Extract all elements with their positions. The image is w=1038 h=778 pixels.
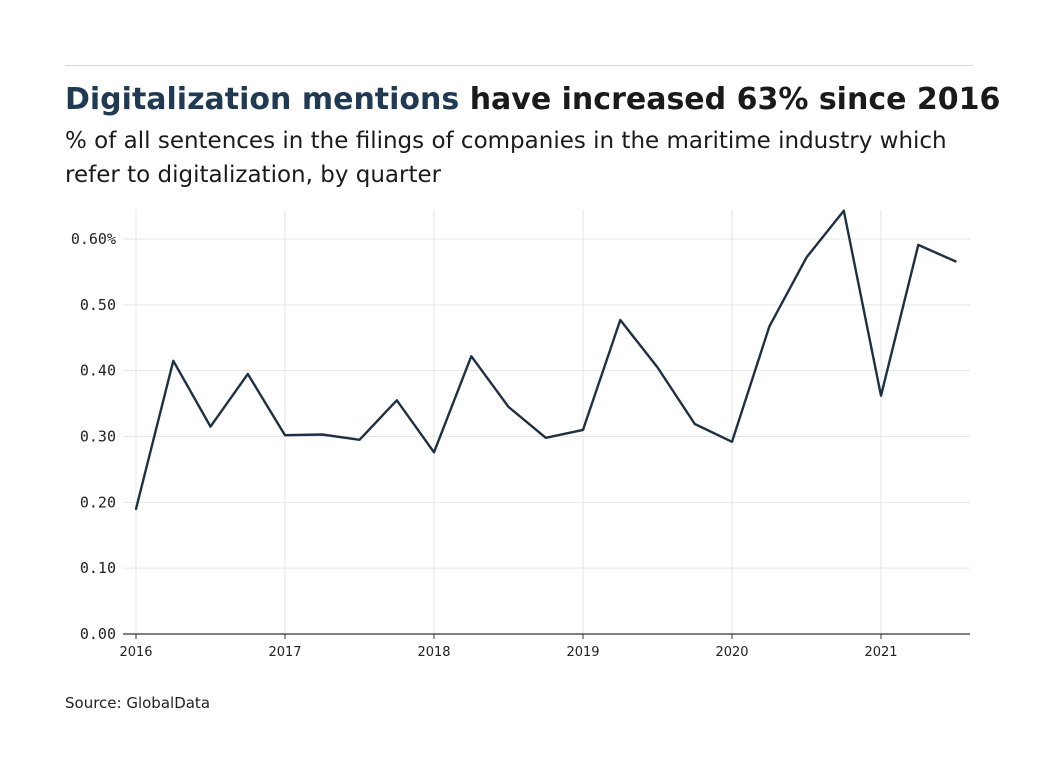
x-tick-label: 2019 bbox=[566, 645, 599, 660]
x-tick-label: 2016 bbox=[119, 645, 152, 660]
chart-title-highlight: Digitalization mentions bbox=[65, 82, 460, 117]
y-tick-label: 0.40 bbox=[80, 362, 116, 380]
x-tick-label: 2017 bbox=[268, 645, 301, 660]
x-tick-label: 2021 bbox=[864, 645, 897, 660]
chart-subtitle: % of all sentences in the filings of com… bbox=[65, 128, 947, 188]
grid-lines bbox=[123, 210, 970, 634]
y-tick-label: 0.30 bbox=[80, 428, 116, 446]
source-note: Source: GlobalData bbox=[65, 694, 211, 712]
y-tick-label: 0.60% bbox=[71, 230, 116, 248]
chart-title-rest: have increased 63% since 2016 bbox=[459, 82, 1001, 117]
top-rule bbox=[65, 65, 973, 66]
tick-labels: 0.00 0.10 0.20 0.30 0.40 0.50 0.60% 2016 2017 201… bbox=[71, 230, 898, 660]
y-tick-label: 0.20 bbox=[80, 493, 116, 511]
series-lines bbox=[134, 209, 957, 511]
series-line bbox=[134, 209, 957, 511]
x-tick-label: 2018 bbox=[417, 645, 450, 660]
y-tick-label: 0.00 bbox=[80, 625, 116, 643]
y-tick-label: 0.10 bbox=[80, 559, 116, 577]
chart-title: Digitalization mentions have increased 6… bbox=[65, 80, 1000, 120]
y-tick-label: 0.50 bbox=[80, 296, 116, 314]
axes bbox=[123, 633, 970, 639]
x-tick-label: 2020 bbox=[715, 645, 748, 660]
